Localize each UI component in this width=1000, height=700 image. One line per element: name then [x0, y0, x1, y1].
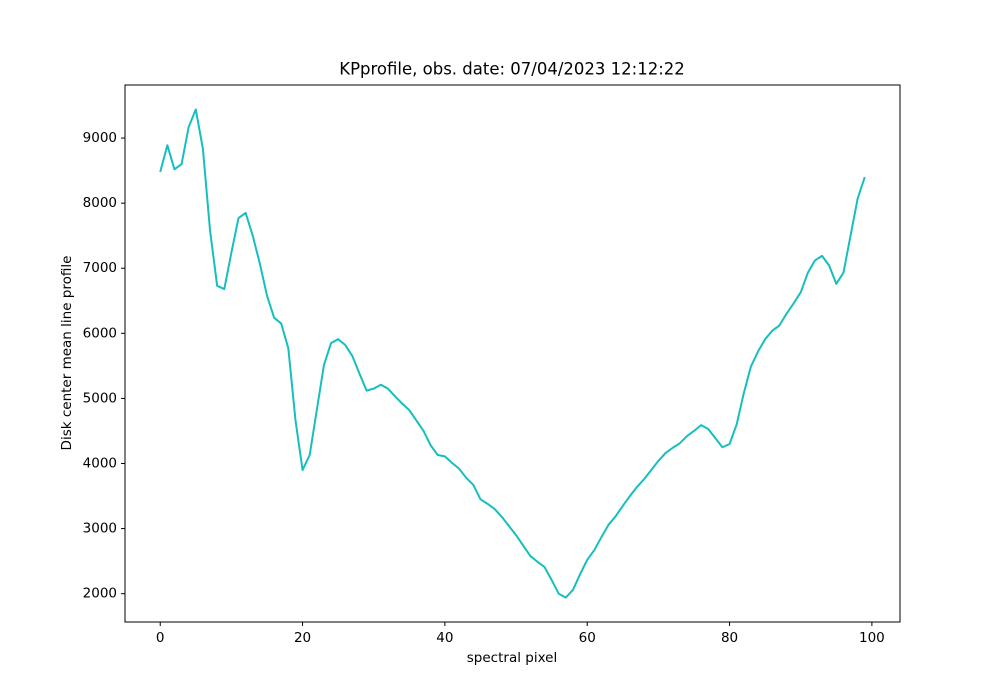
y-axis-label: Disk center mean line profile	[59, 256, 75, 451]
y-tick-label: 4000	[83, 456, 117, 472]
y-tick-label: 3000	[83, 521, 117, 537]
x-tick-label: 20	[294, 630, 311, 646]
x-tick-label: 60	[579, 630, 596, 646]
x-axis-label: spectral pixel	[467, 650, 557, 666]
y-tick-label: 6000	[83, 325, 117, 341]
y-tick-label: 9000	[83, 130, 117, 146]
y-tick-label: 2000	[83, 586, 117, 602]
x-tick-label: 100	[859, 630, 885, 646]
axes-frame	[124, 84, 901, 623]
y-tick-label: 8000	[83, 195, 117, 211]
x-tick-label: 80	[721, 630, 738, 646]
chart-title: KPprofile, obs. date: 07/04/2023 12:12:2…	[339, 60, 685, 79]
x-tick-label: 40	[436, 630, 453, 646]
data-line	[159, 108, 866, 599]
y-tick-label: 5000	[83, 390, 117, 406]
y-tick-label: 7000	[83, 260, 117, 276]
x-tick-label: 0	[156, 630, 165, 646]
